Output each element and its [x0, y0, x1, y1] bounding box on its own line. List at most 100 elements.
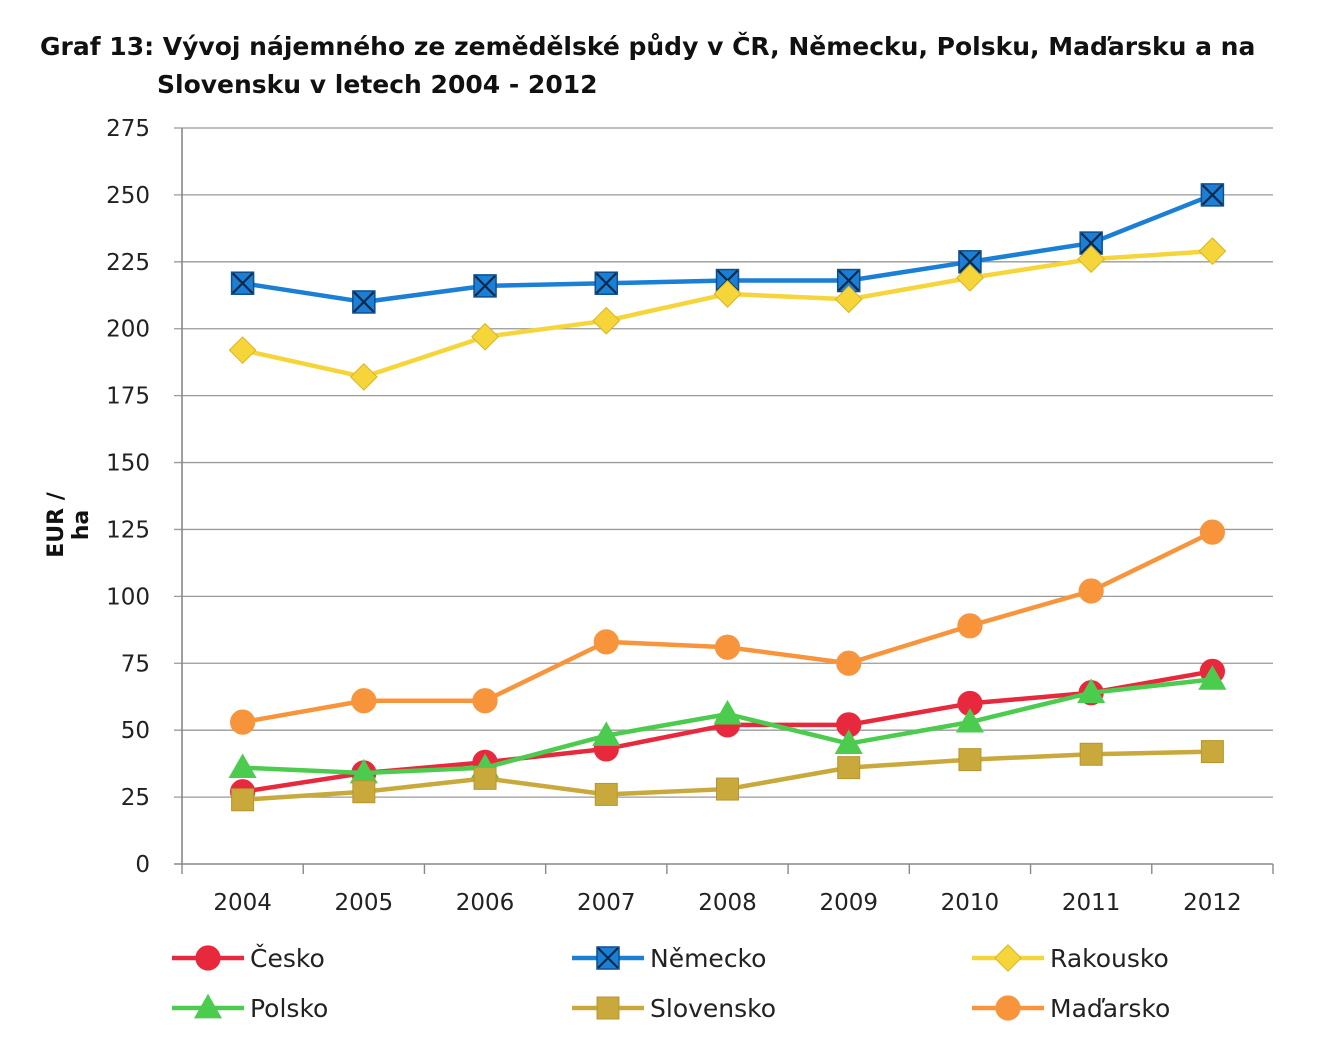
data-point-polsko	[713, 699, 742, 725]
data-point-polsko	[592, 721, 621, 746]
data-point-rakousko	[349, 362, 378, 391]
y-tick-label: 75	[121, 651, 150, 677]
marker-cross	[474, 275, 496, 297]
marker-cross	[231, 272, 254, 294]
x-tick-label: 2010	[941, 890, 1000, 916]
legend-swatch-madarsko	[972, 995, 1044, 1021]
legend-item-madarsko: Maďarsko	[970, 988, 1170, 1028]
marker-cross	[595, 272, 617, 294]
x-tick-label: 2006	[456, 890, 515, 916]
data-point-slovensko	[837, 756, 861, 780]
data-point-madarsko	[1199, 519, 1225, 545]
data-point-polsko	[1077, 678, 1106, 704]
data-point-nemecko	[958, 250, 982, 274]
data-point-slovensko	[231, 788, 255, 812]
legend-item-polsko: Polsko	[170, 988, 328, 1028]
data-point-slovensko	[473, 766, 497, 790]
legend-swatch-slovensko	[572, 996, 644, 1020]
y-tick-label: 0	[135, 852, 150, 878]
chart-title-line1: Graf 13: Vývoj nájemného ze zemědělské p…	[40, 32, 1256, 61]
x-tick-label: 2008	[698, 890, 757, 916]
data-point-madarsko	[957, 613, 983, 639]
x-tick-label: 2005	[335, 890, 394, 916]
legend-marker	[995, 995, 1021, 1021]
legend-label: Maďarsko	[1050, 993, 1171, 1023]
data-point-rakousko	[592, 306, 621, 335]
data-point-madarsko	[351, 688, 377, 714]
legend-marker	[596, 946, 620, 970]
legend-marker	[994, 944, 1022, 972]
data-point-slovensko	[1079, 742, 1103, 766]
data-point-madarsko	[714, 634, 741, 660]
y-tick-label: 275	[106, 116, 150, 142]
series-madarsko	[230, 519, 1225, 735]
y-tick-label: 175	[106, 384, 150, 410]
data-point-madarsko	[472, 688, 498, 714]
data-point-madarsko	[230, 709, 256, 735]
data-point-rakousko	[471, 322, 499, 351]
marker-cross	[1080, 232, 1102, 254]
data-point-rakousko	[834, 285, 863, 314]
data-point-nemecko	[836, 268, 861, 293]
data-point-nemecko	[230, 271, 255, 295]
data-point-nemecko	[594, 271, 619, 295]
data-point-slovensko	[1200, 740, 1224, 764]
data-point-nemecko	[352, 290, 376, 314]
data-point-polsko	[955, 707, 985, 733]
data-point-rakousko	[1198, 237, 1227, 266]
legend-marker	[195, 945, 221, 971]
marker-cross	[597, 947, 619, 969]
marker-cross	[353, 291, 375, 313]
series-rakousko	[228, 237, 1227, 391]
y-tick-label: 50	[121, 718, 150, 744]
legend: Česko Německo Rakousko Polsko Slovensko Maďar…	[170, 938, 1270, 1038]
marker-cross	[1201, 184, 1224, 206]
data-point-nemecko	[1200, 183, 1225, 207]
data-point-madarsko	[1078, 578, 1104, 604]
legend-label: Česko	[250, 943, 325, 973]
legend-swatch-nemecko	[572, 946, 644, 970]
data-point-nemecko	[473, 274, 497, 298]
legend-item-nemecko: Německo	[570, 938, 766, 978]
legend-item-slovensko: Slovensko	[570, 988, 776, 1028]
y-tick-label: 250	[106, 183, 150, 209]
legend-marker	[596, 996, 620, 1020]
data-point-rakousko	[1077, 245, 1106, 274]
y-tick-label: 125	[106, 517, 150, 543]
chart-title: Graf 13: Vývoj nájemného ze zemědělské p…	[40, 28, 1310, 104]
legend-marker	[193, 993, 223, 1019]
series-slovensko	[231, 740, 1224, 812]
x-tick-label: 2011	[1062, 890, 1121, 916]
legend-label: Polsko	[250, 993, 329, 1023]
x-tick-label: 2009	[819, 890, 878, 916]
data-point-polsko	[228, 753, 257, 779]
data-point-polsko	[834, 729, 863, 754]
data-point-madarsko	[593, 629, 619, 655]
data-point-rakousko	[228, 336, 257, 365]
x-tick-label: 2004	[213, 890, 272, 916]
legend-label: Slovensko	[650, 993, 777, 1023]
marker-cross	[838, 269, 860, 292]
series-polsko	[228, 665, 1227, 784]
data-point-slovensko	[352, 780, 376, 804]
data-point-madarsko	[836, 650, 862, 676]
legend-swatch-cesko	[172, 945, 244, 971]
data-point-polsko	[1198, 665, 1227, 690]
legend-item-rakousko: Rakousko	[970, 938, 1169, 978]
data-point-slovensko	[716, 777, 739, 801]
data-point-rakousko	[713, 280, 742, 308]
legend-item-cesko: Česko	[170, 938, 325, 978]
y-tick-label: 100	[106, 584, 150, 610]
y-tick-label: 150	[106, 451, 150, 477]
legend-swatch-rakousko	[972, 944, 1044, 972]
legend-label: Rakousko	[1050, 943, 1169, 973]
legend-label: Německo	[650, 943, 767, 973]
marker-cross	[959, 251, 981, 273]
data-point-rakousko	[956, 263, 984, 292]
y-tick-label: 225	[106, 250, 150, 276]
x-tick-label: 2012	[1183, 890, 1242, 916]
data-point-slovensko	[594, 782, 618, 806]
y-tick-label: 25	[121, 785, 150, 811]
legend-swatch-polsko	[172, 993, 244, 1019]
